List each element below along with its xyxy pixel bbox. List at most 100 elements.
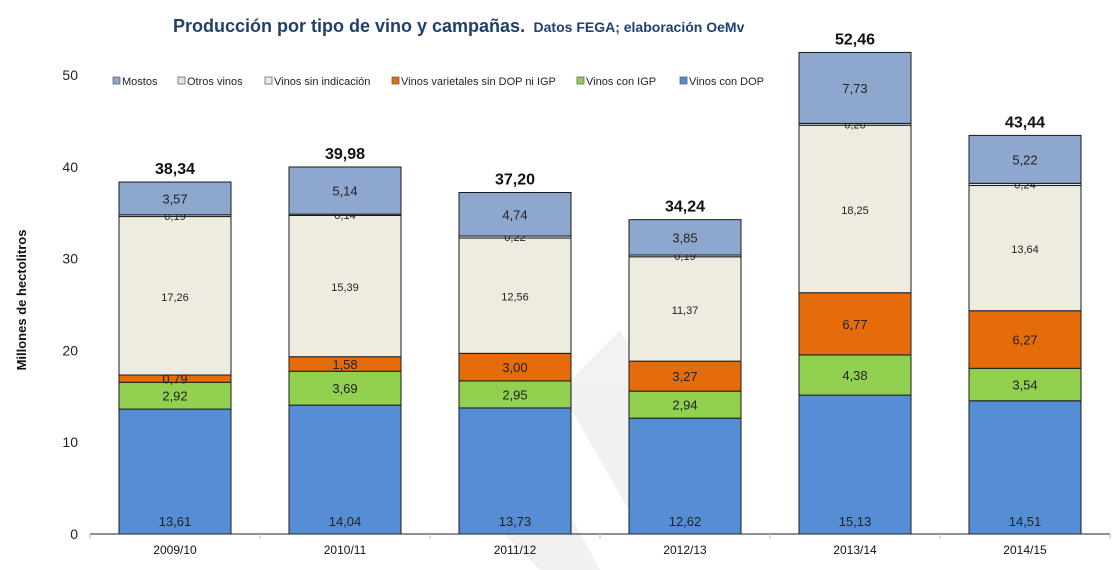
bar-total-label: 34,24 — [665, 199, 705, 216]
bar-segment — [628, 417, 742, 535]
bar-segment-label: 5,22 — [1012, 152, 1037, 167]
legend-swatch — [112, 76, 121, 85]
y-axis-label: Millones de hectolitros — [14, 230, 29, 371]
legend-item: Vinos con IGP — [576, 76, 656, 88]
bar-segment-label: 2,94 — [672, 398, 697, 413]
bars: 13,612,920,7917,260,193,5738,3414,043,69… — [118, 31, 1082, 535]
bar-segment-label: 13,73 — [499, 514, 532, 529]
x-tick-label: 2014/15 — [1003, 543, 1047, 557]
bar-segment — [118, 181, 232, 216]
bar-segment — [628, 390, 742, 419]
bar-segment — [458, 407, 572, 535]
bar-segment-label: 2,92 — [162, 389, 187, 404]
bar-segment — [798, 292, 912, 356]
bar-segment — [288, 214, 402, 358]
bar-segment — [798, 51, 912, 124]
bar-segment — [458, 237, 572, 354]
x-axis: 2009/10 2010/11 2011/12 2012/13 2013/14 2014/… — [89, 533, 1111, 557]
bar-segment-label: 17,26 — [161, 292, 189, 304]
bar-segment — [118, 381, 232, 410]
y-tick-label: 50 — [62, 67, 78, 83]
bar-segment-label: 15,13 — [839, 514, 872, 529]
bar-total-label: 52,46 — [835, 31, 875, 48]
bar-segment-label: 4,74 — [502, 207, 527, 222]
bar-segment — [458, 352, 572, 382]
legend-item: Vinos con DOP — [679, 76, 764, 88]
bar-segment — [288, 370, 402, 406]
chart-title-main: Producción por tipo de vino y campañas. — [173, 16, 525, 36]
y-tick-label: 10 — [62, 434, 78, 450]
bar-segment — [968, 310, 1082, 369]
legend-label: Vinos varietales sin DOP ni IGP — [401, 76, 556, 88]
legend-label: Vinos con IGP — [586, 76, 656, 88]
y-tick-label: 30 — [62, 251, 78, 267]
bar-segment — [118, 408, 232, 535]
legend-swatch — [264, 76, 273, 85]
legend-label: Vinos con DOP — [689, 76, 764, 88]
y-tick-label: 0 — [70, 526, 78, 542]
bar-segment-label: 3,27 — [672, 369, 697, 384]
bar-segment — [628, 360, 742, 392]
chart-subtitle: Datos FEGA; elaboración OeMv — [534, 19, 745, 35]
bar-segment-label: 2,95 — [502, 387, 527, 402]
bar-segment-label: 13,61 — [159, 514, 192, 529]
y-tick-label: 40 — [62, 159, 78, 175]
y-tick-label: 20 — [62, 342, 78, 358]
legend-swatch — [177, 76, 186, 85]
x-tick-label: 2012/13 — [663, 543, 707, 557]
bar-segment-label: 4,38 — [842, 368, 867, 383]
bar-segment — [628, 256, 742, 362]
bar-segment — [458, 192, 572, 237]
bar-segment-label: 18,25 — [841, 205, 869, 217]
bar-total-label: 37,20 — [495, 172, 535, 189]
bar-segment-label: 12,62 — [669, 514, 702, 529]
bar-segment-label: 3,54 — [1012, 378, 1037, 393]
bar-total-label: 38,34 — [155, 161, 195, 178]
legend-label: Mostos — [122, 76, 158, 88]
x-tick-label: 2010/11 — [324, 543, 367, 557]
bar-segment-label: 3,69 — [332, 381, 357, 396]
bar-segment-label: 6,77 — [842, 317, 867, 332]
bar-segment — [628, 219, 742, 256]
legend-swatch — [391, 76, 400, 85]
legend-item: Vinos varietales sin DOP ni IGP — [391, 76, 556, 88]
bar-segment — [458, 380, 572, 409]
bar-segment — [968, 367, 1082, 402]
legend-swatch — [576, 76, 585, 85]
bar-segment-label: 1,58 — [332, 357, 357, 372]
bar-segment-label: 11,37 — [672, 305, 699, 317]
bar-segment-label: 12,56 — [501, 292, 529, 304]
legend: Mostos Otros vinos Vinos sin indicación Vin… — [112, 76, 764, 88]
bar-segment — [118, 216, 232, 376]
chart-title: Producción por tipo de vino y campañas. … — [173, 16, 745, 36]
bar-segment-label: 14,51 — [1009, 514, 1042, 529]
bar-segment-label: 14,04 — [329, 514, 362, 529]
legend-item: Mostos — [112, 76, 158, 88]
legend-item: Otros vinos — [177, 76, 243, 88]
bar-segment — [288, 404, 402, 535]
bar-segment-label: 5,14 — [332, 184, 357, 199]
legend-swatch — [679, 76, 688, 85]
bar-segment — [968, 134, 1082, 184]
bar-segment-label: 3,00 — [502, 360, 527, 375]
x-tick-label: 2011/12 — [494, 543, 537, 557]
bar-segment-label: 3,85 — [672, 230, 697, 245]
bar-segment — [798, 124, 912, 294]
bar-segment — [968, 400, 1082, 535]
x-tick-label: 2013/14 — [833, 543, 877, 557]
bar-segment — [288, 166, 402, 215]
legend-label: Otros vinos — [187, 76, 243, 88]
bar-segment-label: 13,64 — [1011, 244, 1039, 256]
bar-segment-label: 15,39 — [331, 282, 359, 294]
bar-segment-label: 6,27 — [1012, 333, 1037, 348]
bar-segment-label: 7,73 — [842, 81, 867, 96]
bar-total-label: 39,98 — [325, 146, 365, 163]
bar-total-label: 43,44 — [1005, 114, 1045, 131]
